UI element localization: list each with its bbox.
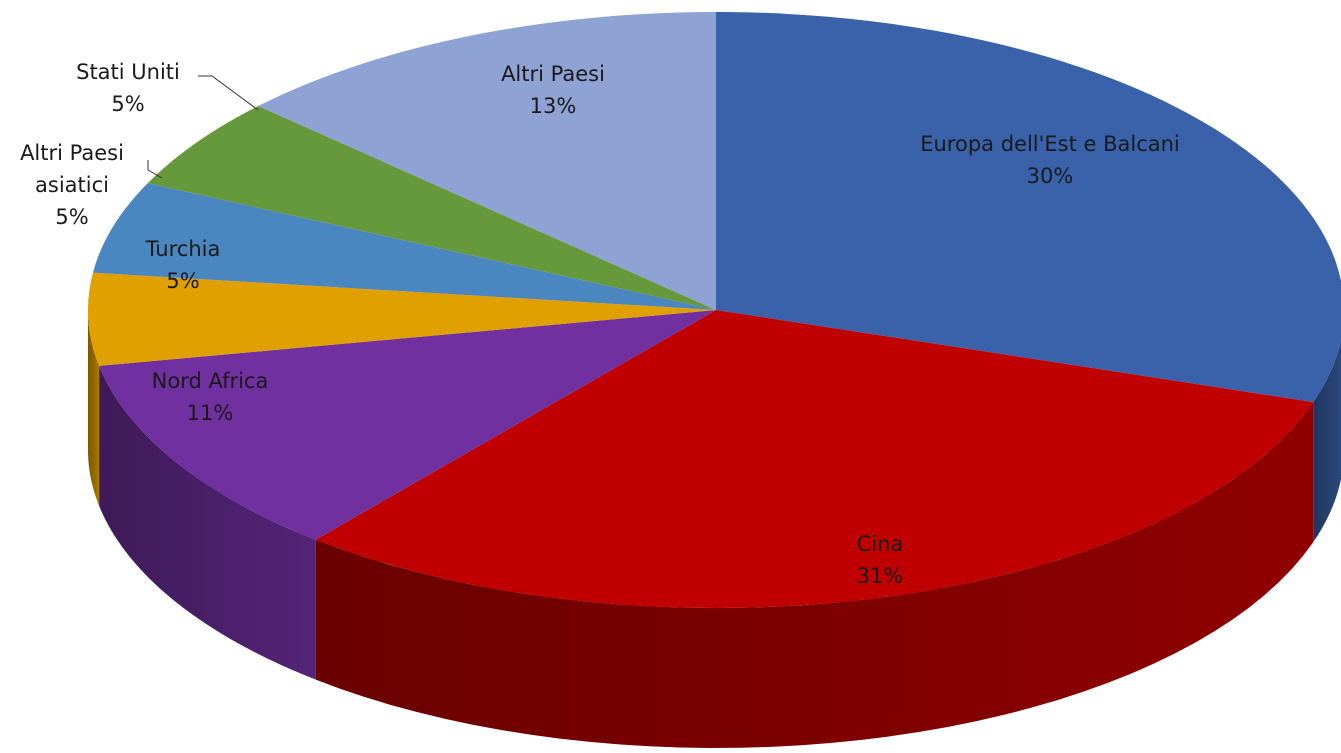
leader-line xyxy=(198,75,259,111)
label-name: Europa dell'Est e Balcani xyxy=(920,132,1180,156)
slice xyxy=(99,310,717,540)
label-name: Nord Africa xyxy=(151,369,269,393)
data-label: Stati Uniti 5% xyxy=(48,56,208,120)
label-value: 31% xyxy=(856,564,904,588)
data-label: Europa dell'Est e Balcani 30% xyxy=(920,128,1180,192)
label-value: 5% xyxy=(55,205,89,229)
label-value: 30% xyxy=(1026,164,1074,188)
slice-side xyxy=(88,310,100,506)
label-name: Altri Paesi asiatici xyxy=(20,141,124,197)
leader-line xyxy=(147,160,163,179)
data-label: Turchia 5% xyxy=(103,233,263,297)
slice-side xyxy=(1313,339,1341,543)
data-label: Nord Africa 11% xyxy=(110,365,310,429)
slice xyxy=(92,183,716,310)
slice xyxy=(147,106,716,310)
label-name: Altri Paesi xyxy=(501,62,605,86)
label-name: Cina xyxy=(856,532,904,556)
slice xyxy=(315,310,1314,609)
label-value: 13% xyxy=(529,94,577,118)
label-name: Turchia xyxy=(145,237,221,261)
slice xyxy=(716,12,1341,403)
slice-side xyxy=(99,365,316,680)
slice xyxy=(88,272,717,366)
slice xyxy=(258,12,716,310)
label-name: Stati Uniti xyxy=(76,60,180,84)
data-label: Altri Paesi 13% xyxy=(453,58,653,122)
data-label: Cina 31% xyxy=(780,528,980,592)
slice-side xyxy=(315,402,1314,748)
data-label: Altri Paesi asiatici 5% xyxy=(0,137,147,233)
label-value: 11% xyxy=(186,401,234,425)
label-value: 5% xyxy=(111,92,145,116)
label-value: 5% xyxy=(166,269,200,293)
